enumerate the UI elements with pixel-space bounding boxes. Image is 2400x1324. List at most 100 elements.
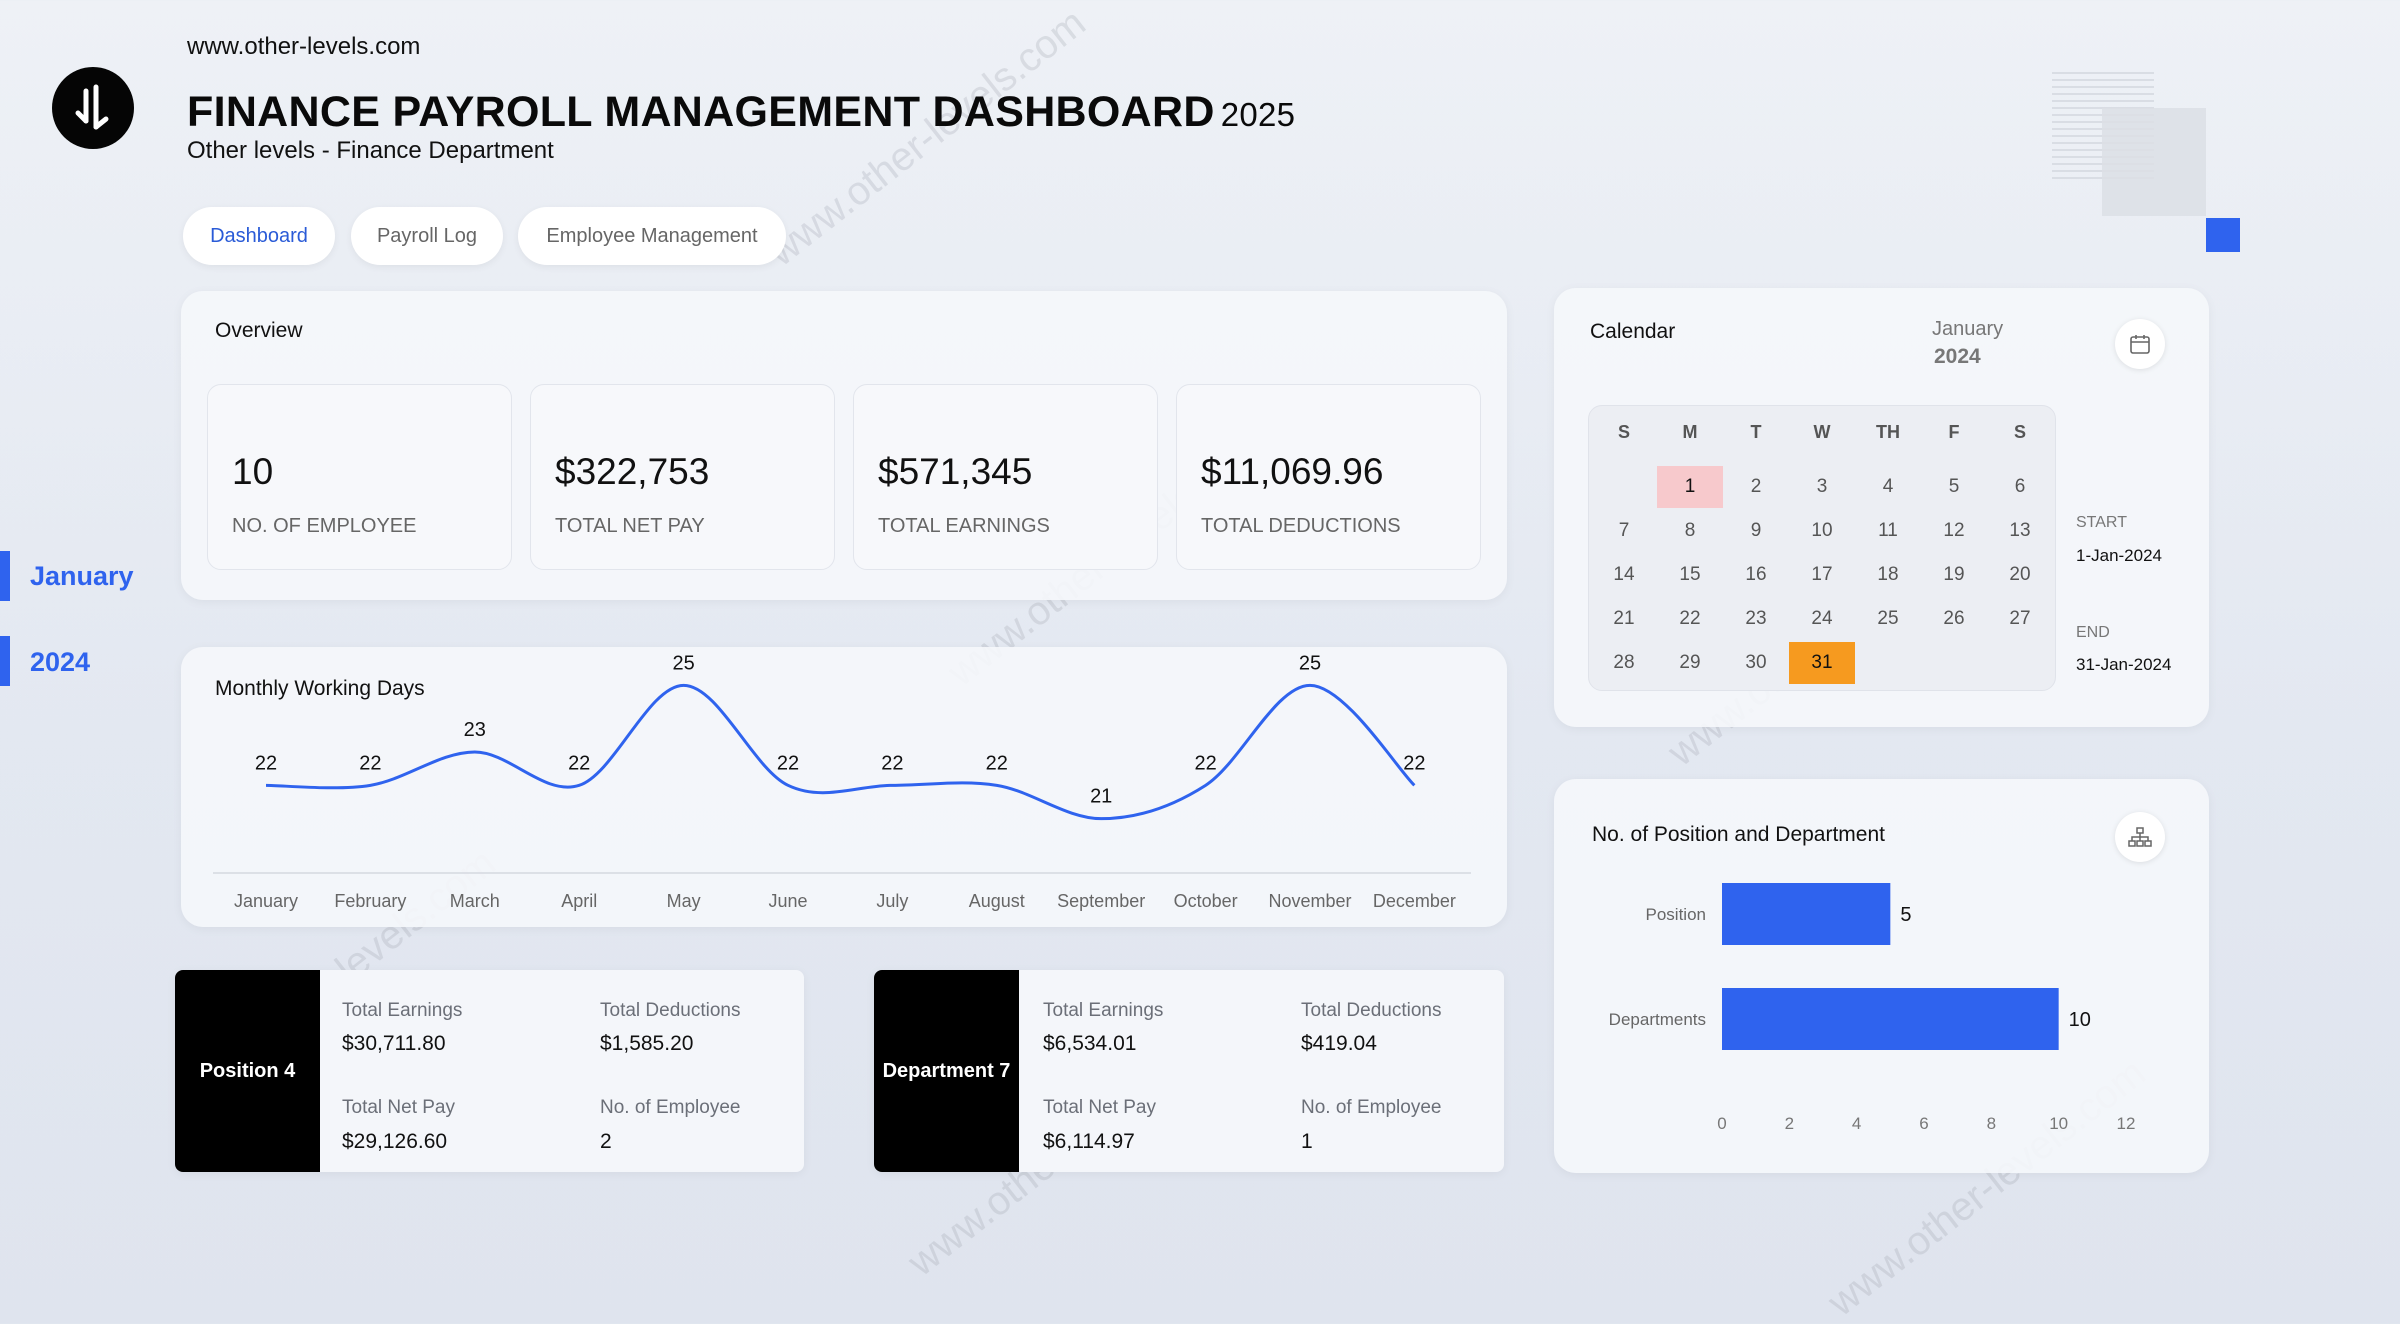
calendar-day[interactable]: 11 xyxy=(1878,520,1898,541)
tab-dashboard[interactable]: Dashboard xyxy=(183,207,335,265)
position-department-title: No. of Position and Department xyxy=(1592,823,1885,846)
calendar-day[interactable]: 5 xyxy=(1948,476,1960,497)
department-netpay-value: $6,114.97 xyxy=(1043,1130,1135,1153)
position-earnings-label: Total Earnings xyxy=(342,1000,463,1021)
calendar-day[interactable]: 2 xyxy=(1750,476,1762,497)
x-tick-label: August xyxy=(969,891,1025,911)
data-label: 5 xyxy=(1900,904,1911,926)
calendar-day[interactable]: 26 xyxy=(1943,608,1965,629)
kpi-value: $322,753 xyxy=(555,451,710,492)
calendar-day[interactable]: 1 xyxy=(1657,466,1723,508)
watermark-text: www.other-levels.com xyxy=(760,0,1094,275)
kpi-value: 10 xyxy=(232,451,274,492)
calendar-day[interactable]: 4 xyxy=(1882,476,1894,497)
calendar-day[interactable]: 15 xyxy=(1679,564,1701,585)
calendar-day[interactable]: 7 xyxy=(1618,520,1630,541)
calendar-button[interactable] xyxy=(2115,319,2165,369)
kpi-label: NO. OF EMPLOYEE xyxy=(232,515,417,537)
calendar-day[interactable]: 24 xyxy=(1811,608,1833,629)
calendar-day[interactable]: 3 xyxy=(1816,476,1828,497)
position-department-bar-chart: Position 5 Departments 10 0 2 4 6 8 10 12 xyxy=(1609,883,2136,1133)
calendar-day[interactable]: 28 xyxy=(1613,652,1635,673)
calendar-day[interactable]: 31 xyxy=(1789,642,1855,684)
calendar-weekday-header: F xyxy=(1948,422,1960,442)
calendar-day[interactable]: 30 xyxy=(1745,652,1767,673)
department-name: Department 7 xyxy=(874,970,1019,1172)
data-label: 22 xyxy=(255,752,277,774)
calendar-day[interactable]: 12 xyxy=(1943,520,1965,541)
x-tick-label: July xyxy=(876,891,908,911)
calendar-day[interactable]: 27 xyxy=(2009,608,2031,629)
calendar-weekday-header: S xyxy=(1617,422,1630,442)
brand-logo-icon xyxy=(75,84,109,130)
tab-payroll-log[interactable]: Payroll Log xyxy=(351,207,503,265)
calendar-weekday-header: TH xyxy=(1876,422,1900,442)
year-selector-marker xyxy=(0,636,10,686)
calendar-day[interactable]: 25 xyxy=(1877,608,1899,629)
calendar-start-label: START xyxy=(2076,514,2127,531)
kpi-value: $571,345 xyxy=(878,451,1033,492)
working-days-card: Monthly Working Days 22 22 23 22 25 22 22 22 21 2… xyxy=(181,647,1507,927)
data-label: 22 xyxy=(1194,752,1216,774)
calendar-day[interactable]: 21 xyxy=(1613,608,1635,629)
calendar-day[interactable]: 13 xyxy=(2009,520,2031,541)
calendar-day[interactable]: 8 xyxy=(1684,520,1696,541)
page-title: FINANCE PAYROLL MANAGEMENT DASHBOARD 2025 xyxy=(187,88,1295,137)
year-selector[interactable]: 2024 xyxy=(30,647,91,677)
x-tick-label: 12 xyxy=(2117,1114,2136,1133)
calendar-day[interactable]: 29 xyxy=(1679,652,1701,673)
decorative-box xyxy=(2102,108,2206,216)
page-title-text: FINANCE PAYROLL MANAGEMENT DASHBOARD xyxy=(187,88,1215,136)
x-tick-label: 4 xyxy=(1852,1114,1861,1133)
calendar-start-date: 1-Jan-2024 xyxy=(2076,546,2163,565)
tab-employee-management[interactable]: Employee Management xyxy=(518,207,786,265)
position-deductions-label: Total Deductions xyxy=(600,1000,741,1021)
calendar-title: Calendar xyxy=(1590,320,1676,343)
calendar-day[interactable]: 18 xyxy=(1877,564,1899,585)
data-label: 22 xyxy=(777,752,799,774)
calendar-day[interactable]: 10 xyxy=(1811,520,1833,541)
calendar-day[interactable]: 20 xyxy=(2009,564,2031,585)
department-deductions-value: $419.04 xyxy=(1301,1032,1377,1055)
calendar-day[interactable]: 23 xyxy=(1745,608,1767,629)
calendar-day[interactable]: 19 xyxy=(1943,564,1965,585)
position-earnings-value: $30,711.80 xyxy=(342,1032,446,1055)
calendar-weekday-header: T xyxy=(1750,422,1762,442)
kpi-earnings: $571,345 TOTAL EARNINGS xyxy=(853,384,1158,570)
working-days-title: Monthly Working Days xyxy=(215,677,425,700)
x-tick-label: 2 xyxy=(1785,1114,1794,1133)
data-label: 22 xyxy=(1403,752,1425,774)
position-deductions-value: $1,585.20 xyxy=(600,1032,694,1055)
calendar-day[interactable]: 16 xyxy=(1745,564,1767,585)
kpi-label: TOTAL DEDUCTIONS xyxy=(1201,515,1401,537)
x-tick-label: April xyxy=(561,891,597,911)
org-chart-button[interactable] xyxy=(2115,812,2165,862)
data-label: 21 xyxy=(1090,786,1112,808)
site-url[interactable]: www.other-levels.com xyxy=(187,33,421,60)
data-label: 10 xyxy=(2069,1009,2091,1031)
brand-logo xyxy=(52,67,134,149)
department-earnings-label: Total Earnings xyxy=(1043,1000,1164,1021)
x-tick-label: 0 xyxy=(1717,1114,1726,1133)
department-deductions-label: Total Deductions xyxy=(1301,1000,1442,1021)
x-tick-label: 6 xyxy=(1919,1114,1928,1133)
bar xyxy=(1722,988,2059,1050)
calendar-day[interactable]: 9 xyxy=(1750,520,1762,541)
y-tick-label: Position xyxy=(1646,905,1706,924)
calendar-year: 2024 xyxy=(1934,345,1981,368)
calendar-end-label: END xyxy=(2076,624,2110,641)
calendar-day[interactable]: 22 xyxy=(1679,608,1701,629)
working-days-line-chart: 22 22 23 22 25 22 22 22 21 22 25 22 January February M… xyxy=(213,652,1471,911)
x-tick-label: June xyxy=(768,891,807,911)
calendar-day[interactable]: 14 xyxy=(1613,564,1635,585)
x-tick-label: November xyxy=(1268,891,1351,911)
calendar-icon xyxy=(2130,335,2150,354)
data-label: 25 xyxy=(1299,652,1321,674)
x-tick-label: May xyxy=(667,891,701,911)
month-selector-marker xyxy=(0,551,10,601)
calendar-weekday-header: S xyxy=(2013,422,2026,442)
calendar-day[interactable]: 6 xyxy=(2014,476,2026,497)
data-label: 22 xyxy=(359,752,381,774)
calendar-day[interactable]: 17 xyxy=(1811,564,1833,585)
month-selector[interactable]: January xyxy=(30,561,134,591)
